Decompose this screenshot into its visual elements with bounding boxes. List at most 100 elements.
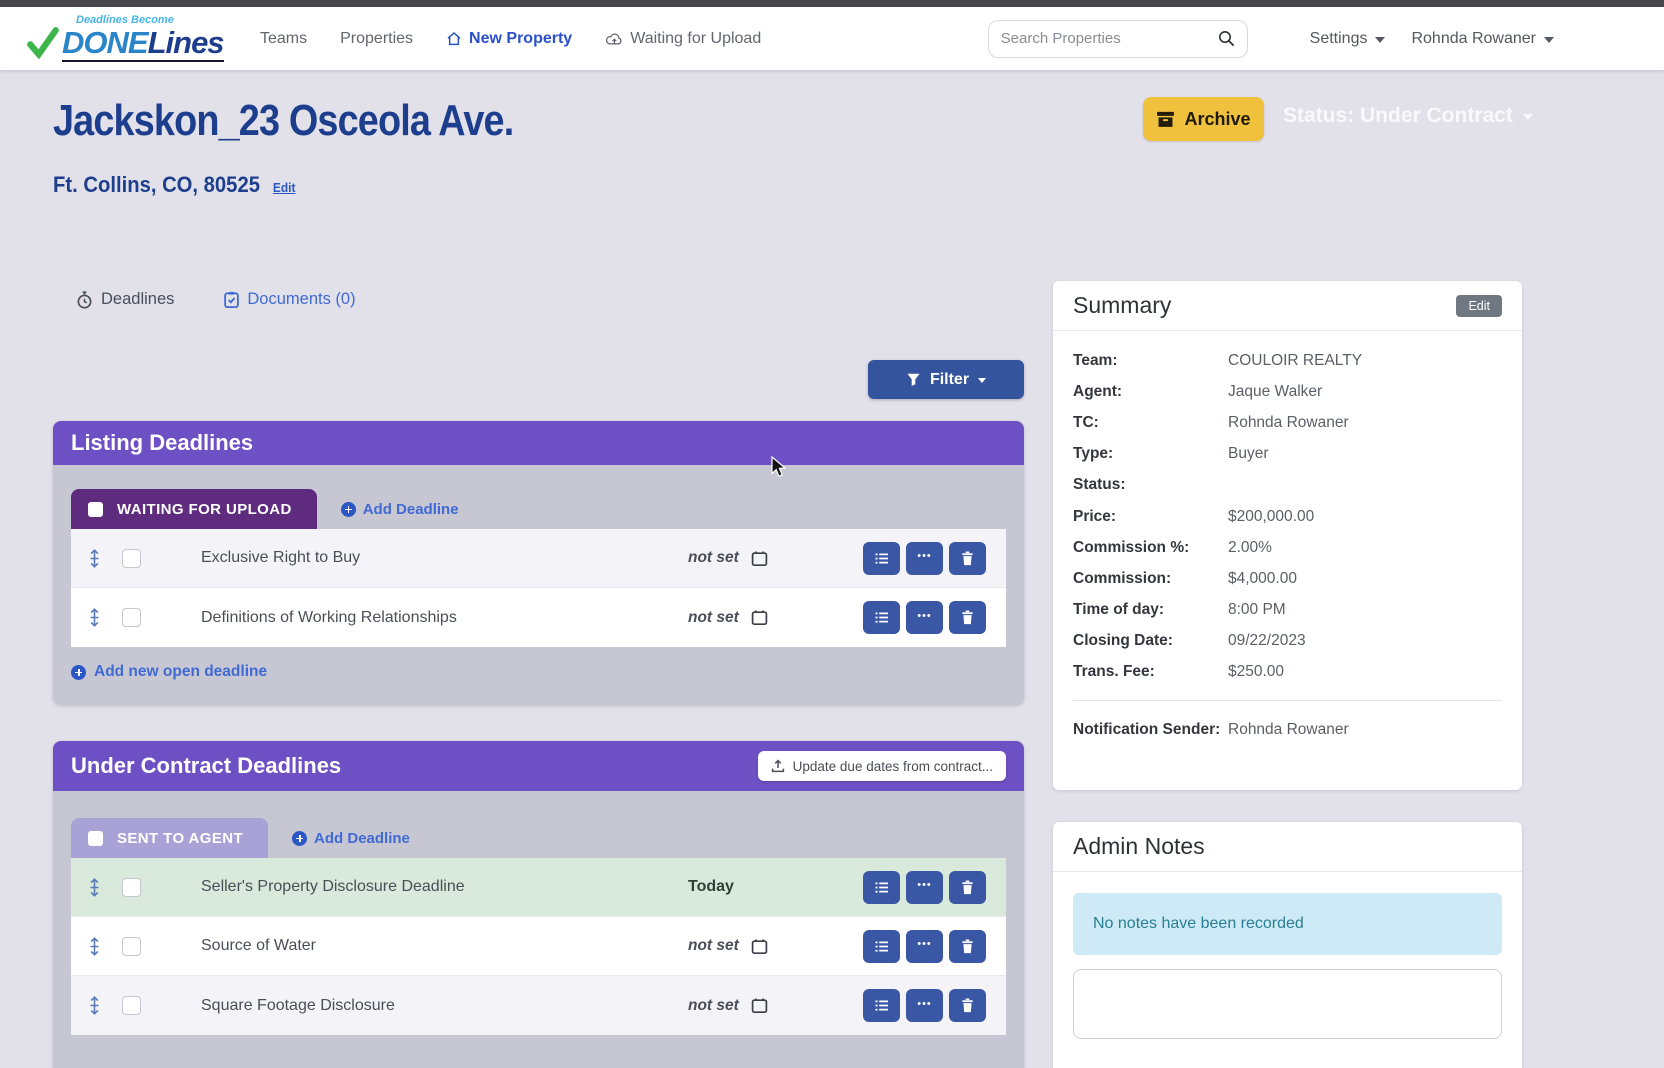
- deadline-delete-button[interactable]: [949, 929, 986, 963]
- status-badge-sent-to-agent[interactable]: SENT TO AGENT: [71, 818, 269, 858]
- house-icon: [446, 31, 462, 47]
- summary-field-team: Team: COULOIR REALTY: [1073, 352, 1363, 369]
- calendar-icon[interactable]: [751, 997, 768, 1014]
- add-new-open-deadline-link[interactable]: Add new open deadline: [71, 663, 1006, 681]
- due-date-value: not set: [688, 996, 739, 1014]
- status-dropdown[interactable]: Status: Under Contract: [1283, 104, 1533, 128]
- add-deadline-link[interactable]: Add Deadline: [340, 501, 459, 518]
- nav-item-waiting-for-upload[interactable]: Waiting for Upload: [605, 30, 761, 48]
- plus-circle-icon: [292, 830, 308, 846]
- deadline-name: Exclusive Right to Buy: [201, 549, 361, 566]
- caret-down-icon: [1522, 114, 1533, 120]
- summary-field-agent: Agent: Jaque Walker: [1073, 383, 1323, 401]
- update-due-dates-button[interactable]: Update due dates from contract...: [757, 751, 1006, 781]
- deadline-delete-button[interactable]: [949, 989, 986, 1022]
- listing-deadlines-card: Listing Deadlines WAITING FOR UPLOAD Add…: [53, 421, 1024, 705]
- deadline-details-button[interactable]: [863, 929, 900, 963]
- deadline-delete-button[interactable]: [949, 601, 986, 634]
- edit-address-link[interactable]: Edit: [272, 180, 296, 195]
- under-contract-deadlines-card: Under Contract Deadlines Update due date…: [53, 741, 1024, 1068]
- archive-box-icon: [1156, 111, 1175, 128]
- no-notes-message: No notes have been recorded: [1073, 893, 1502, 955]
- deadline-delete-button[interactable]: [949, 541, 986, 575]
- deadline-details-button[interactable]: [863, 601, 900, 634]
- summary-field-price: Price: $200,000.00: [1073, 507, 1315, 525]
- calendar-icon[interactable]: [751, 609, 768, 626]
- plus-circle-icon: [71, 664, 86, 680]
- property-address-row: Ft. Collins, CO, 80525 Edit: [53, 172, 295, 198]
- summary-title: Summary: [1073, 292, 1172, 318]
- summary-divider: [1073, 699, 1502, 701]
- nav-item-new-property[interactable]: New Property: [446, 30, 572, 48]
- calendar-icon[interactable]: [751, 938, 768, 955]
- deadline-details-button[interactable]: [863, 989, 900, 1022]
- list-icon: [874, 940, 890, 953]
- logo-checkmark-icon: [26, 26, 60, 60]
- badge-checkbox[interactable]: [88, 501, 103, 517]
- search-input[interactable]: [1000, 30, 1218, 47]
- deadline-more-button[interactable]: •••: [906, 541, 943, 575]
- app-logo[interactable]: Deadlines Become DONELines: [26, 15, 225, 62]
- under-contract-header: Under Contract Deadlines Update due date…: [53, 741, 1024, 791]
- tab-deadlines[interactable]: Deadlines: [76, 290, 174, 309]
- admin-note-input[interactable]: [1073, 969, 1502, 1039]
- trash-icon: [961, 998, 974, 1013]
- archive-button[interactable]: Archive: [1143, 97, 1264, 141]
- search-box: [987, 19, 1248, 58]
- list-icon: [874, 552, 890, 565]
- deadline-row: Square Footage Disclosure not set •••: [71, 976, 1006, 1035]
- drag-handle-icon[interactable]: [71, 877, 117, 897]
- status-badge-waiting-for-upload[interactable]: WAITING FOR UPLOAD: [71, 489, 317, 529]
- deadline-details-button[interactable]: [863, 870, 900, 904]
- row-checkbox[interactable]: [122, 996, 141, 1015]
- search-icon[interactable]: [1218, 30, 1235, 47]
- nav-item-teams[interactable]: Teams: [260, 29, 308, 47]
- drag-handle-icon[interactable]: [71, 936, 117, 956]
- trash-icon: [961, 610, 974, 625]
- summary-field-trans-fee: Trans. Fee: $250.00: [1073, 663, 1285, 681]
- deadline-details-button[interactable]: [863, 541, 900, 575]
- ellipsis-icon: •••: [917, 997, 932, 1010]
- row-checkbox[interactable]: [122, 608, 141, 627]
- deadline-more-button[interactable]: •••: [906, 989, 943, 1022]
- caret-down-icon: [978, 378, 987, 383]
- deadline-more-button[interactable]: •••: [906, 870, 943, 904]
- caret-down-icon: [1544, 36, 1554, 43]
- logo-tagline: Deadlines Become: [76, 14, 174, 26]
- listing-deadlines-header: Listing Deadlines: [53, 421, 1024, 465]
- row-checkbox[interactable]: [122, 877, 141, 897]
- filter-button[interactable]: Filter: [868, 360, 1024, 399]
- nav-item-properties[interactable]: Properties: [340, 29, 414, 47]
- deadline-name: Source of Water: [201, 937, 317, 954]
- summary-panel: Summary Edit Team: COULOIR REALTY Agent: J…: [1053, 281, 1522, 790]
- summary-field-commission: Commission: $4,000.00: [1073, 569, 1297, 587]
- deadline-row: Source of Water not set •••: [71, 917, 1006, 976]
- deadline-name: Square Footage Disclosure: [201, 996, 395, 1014]
- summary-edit-button[interactable]: Edit: [1456, 294, 1502, 317]
- upload-icon: [771, 759, 785, 773]
- property-address: Ft. Collins, CO, 80525: [53, 172, 260, 197]
- page-title: Jackskon_23 Osceola Ave.: [53, 96, 514, 145]
- deadline-more-button[interactable]: •••: [906, 601, 943, 634]
- summary-field-closing-date: Closing Date: 09/22/2023: [1073, 631, 1306, 649]
- calendar-icon[interactable]: [751, 550, 768, 567]
- clipboard-check-icon: [224, 291, 240, 308]
- drag-handle-icon[interactable]: [71, 608, 117, 627]
- row-checkbox[interactable]: [122, 548, 141, 568]
- navbar: Deadlines Become DONELines Teams Propert…: [0, 7, 1664, 70]
- summary-field-commission-pct: Commission %: 2.00%: [1073, 538, 1272, 556]
- deadline-more-button[interactable]: •••: [906, 929, 943, 963]
- row-checkbox[interactable]: [122, 936, 141, 956]
- drag-handle-icon[interactable]: [71, 548, 117, 568]
- settings-menu[interactable]: Settings: [1310, 30, 1386, 48]
- summary-field-type: Type: Buyer: [1073, 445, 1269, 463]
- add-deadline-link[interactable]: Add Deadline: [292, 830, 410, 847]
- section-title: Under Contract Deadlines: [71, 753, 342, 778]
- deadline-delete-button[interactable]: [949, 870, 986, 904]
- drag-handle-icon[interactable]: [71, 996, 117, 1015]
- badge-checkbox[interactable]: [88, 830, 103, 846]
- contract-deadline-rows: Seller's Property Disclosure Deadline To…: [71, 858, 1006, 1035]
- user-menu[interactable]: Rohnda Rowaner: [1411, 30, 1554, 48]
- tab-documents[interactable]: Documents (0): [224, 290, 356, 309]
- deadline-row: Definitions of Working Relationships not…: [71, 588, 1006, 647]
